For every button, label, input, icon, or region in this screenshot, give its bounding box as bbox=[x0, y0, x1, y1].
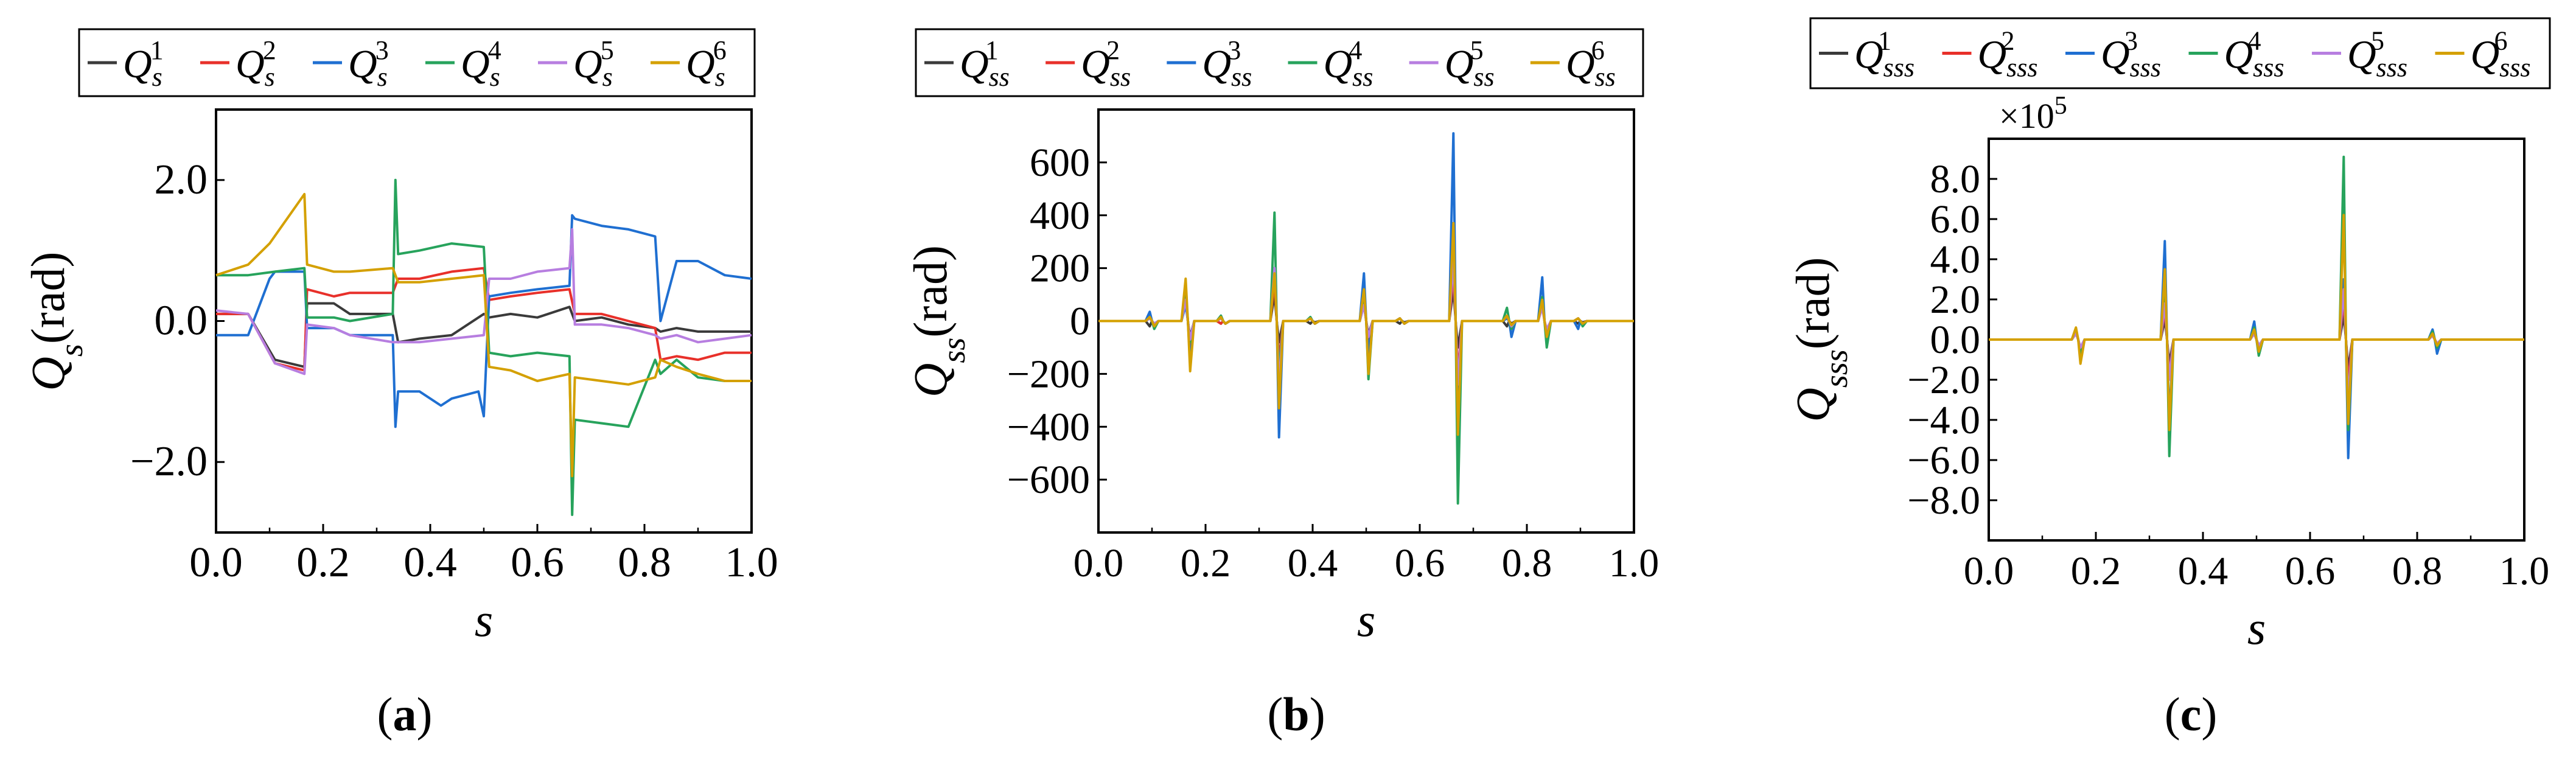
panel-a-legend-box bbox=[78, 28, 756, 97]
panel-c-xtick-label: 0.8 bbox=[2392, 549, 2443, 593]
legend-label-q1: Qs1 bbox=[123, 35, 164, 92]
panel-a-xlabel: s bbox=[475, 593, 493, 646]
panel-b-legend-box bbox=[915, 28, 1644, 97]
panel-a-ytick-label: 2.0 bbox=[155, 156, 208, 203]
panel-a-ytick-label: 0.0 bbox=[155, 298, 208, 344]
panel-b-ytick-label: 600 bbox=[1030, 141, 1090, 185]
panel-b-xlabel: s bbox=[1357, 593, 1375, 646]
panel-b-ytick-label: 200 bbox=[1030, 246, 1090, 291]
panel-a-legend: Qs1 Qs2 Qs3 Qs4 Qs5 Qs6 bbox=[88, 35, 727, 92]
legend-label-q5: Qsss5 bbox=[2347, 26, 2407, 83]
panel-c-ytick-label: 8.0 bbox=[1930, 157, 1981, 201]
legend-label-q4: Qss4 bbox=[1324, 35, 1374, 92]
panel-b-ytick-label: 0 bbox=[1070, 299, 1090, 344]
series-line-q6 bbox=[1098, 222, 1634, 436]
series-line-q3 bbox=[1989, 240, 2524, 459]
legend-label-q2: Qs2 bbox=[236, 35, 276, 92]
series-line-q4 bbox=[216, 178, 752, 516]
panel-a-xtick-label: 0.2 bbox=[296, 539, 350, 586]
legend-label-q5: Qss5 bbox=[1445, 35, 1495, 92]
panel-a-ylabel: Qs(rad) bbox=[21, 252, 89, 391]
panel-b-caption: (b) bbox=[1267, 688, 1325, 741]
legend-label-q1: Qsss1 bbox=[1854, 26, 1915, 83]
series-line-q6 bbox=[215, 193, 752, 478]
series-line-q3 bbox=[1098, 132, 1634, 439]
panel-a-xtick-label: 0.4 bbox=[403, 539, 457, 586]
panel-c-ytick-label: 0.0 bbox=[1930, 318, 1981, 362]
panel-a-ytick-label: −2.0 bbox=[130, 438, 208, 485]
panel-b-ylabel: Qss(rad) bbox=[904, 245, 972, 397]
panel-a-xtick-label: 0.6 bbox=[511, 539, 564, 586]
panel-b-xtick-label: 0.0 bbox=[1073, 541, 1124, 585]
panel-c-ytick-label: −2.0 bbox=[1907, 358, 1980, 402]
panel-a-xtick-label: 1.0 bbox=[725, 539, 778, 586]
panel-c-xlabel: s bbox=[2247, 601, 2266, 654]
legend-label-q3: Qs3 bbox=[348, 35, 389, 92]
panel-c-legend: Qsss1 Qsss2 Qsss3 Qsss4 Qsss5 Qsss6 bbox=[1819, 26, 2531, 83]
legend-label-q4: Qs4 bbox=[461, 35, 501, 92]
legend-label-q2: Qsss2 bbox=[1978, 26, 2038, 83]
panel-a: Qs1 Qs2 Qs3 Qs4 Qs5 Qs6 0.0 0.2 0.4 0.6 0.8 1.0 −2.… bbox=[21, 28, 778, 741]
panel-c-xtick-label: 0.2 bbox=[2071, 549, 2121, 593]
panel-c-legend-box bbox=[1809, 17, 2551, 89]
panel-c-ytick-label: 6.0 bbox=[1930, 197, 1981, 242]
legend-label-q3: Qsss3 bbox=[2101, 26, 2161, 83]
panel-a-caption: (a) bbox=[377, 688, 433, 741]
panel-a-plot-frame bbox=[215, 108, 753, 534]
legend-label-q6: Qss6 bbox=[1566, 35, 1616, 92]
panel-b-xtick-label: 0.4 bbox=[1288, 541, 1338, 585]
panel-b-ytick-label: −600 bbox=[1007, 458, 1090, 502]
panel-b-series bbox=[1098, 132, 1634, 505]
panel-c-ytick-label: −8.0 bbox=[1907, 478, 1980, 523]
panel-a-xtick-label: 0.8 bbox=[618, 539, 671, 586]
panel-b-xtick-label: 0.2 bbox=[1181, 541, 1231, 585]
panel-b-legend: Qss1 Qss2 Qss3 Qss4 Qss5 Qss6 bbox=[924, 35, 1616, 92]
legend-label-q6: Qsss6 bbox=[2471, 26, 2531, 83]
legend-label-q3: Qss3 bbox=[1202, 35, 1252, 92]
series-line-q4 bbox=[1989, 155, 2524, 458]
panel-c-ticks: 0.0 0.2 0.4 0.6 0.8 1.0−8.0−6.0−4.0−2.00.02.0… bbox=[1907, 157, 2549, 593]
panel-c-y-multiplier: ×105 bbox=[1999, 92, 2067, 136]
panel-c-ytick-label: −6.0 bbox=[1907, 438, 1980, 483]
legend-label-q2: Qss2 bbox=[1081, 35, 1131, 92]
legend-label-q6: Qs6 bbox=[686, 35, 727, 92]
panel-b-ticks: 0.0 0.2 0.4 0.6 0.8 1.0 −600 −400 −200 0 200 400 600 bbox=[1007, 141, 1659, 585]
panel-b-xtick-label: 0.6 bbox=[1395, 541, 1445, 585]
panel-c-xtick-label: 1.0 bbox=[2499, 549, 2550, 593]
panel-c-ytick-label: 4.0 bbox=[1930, 237, 1981, 282]
panel-c-series bbox=[1989, 155, 2524, 459]
legend-label-q4: Qsss4 bbox=[2224, 26, 2285, 83]
legend-label-q5: Qs5 bbox=[573, 35, 614, 92]
panel-a-series bbox=[215, 178, 752, 516]
panel-b-ytick-label: −400 bbox=[1007, 405, 1090, 449]
panel-c: Qsss1 Qsss2 Qsss3 Qsss4 Qsss5 Qsss6 ×105 0.0 0… bbox=[1786, 17, 2551, 741]
series-line-q5 bbox=[215, 228, 752, 375]
panel-b-ytick-label: 400 bbox=[1030, 194, 1090, 238]
panel-c-ytick-label: −4.0 bbox=[1907, 398, 1980, 442]
panel-b: Qss1 Qss2 Qss3 Qss4 Qss5 Qss6 0.0 0.2 0.4 0.6 0.8… bbox=[904, 28, 1659, 741]
panel-b-xtick-label: 0.8 bbox=[1502, 541, 1552, 585]
panel-c-xtick-label: 0.4 bbox=[2178, 549, 2229, 593]
panel-b-ytick-label: −200 bbox=[1007, 352, 1090, 396]
panel-b-xtick-label: 1.0 bbox=[1609, 541, 1660, 585]
panel-c-ylabel: Qsss(rad) bbox=[1786, 257, 1854, 422]
series-line-q4 bbox=[1098, 211, 1634, 505]
panel-c-caption: (c) bbox=[2165, 688, 2218, 741]
legend-label-q1: Qss1 bbox=[960, 35, 1010, 92]
panel-a-xtick-label: 0.0 bbox=[189, 539, 243, 586]
series-line-q3 bbox=[216, 214, 752, 428]
panel-c-xtick-label: 0.6 bbox=[2285, 549, 2336, 593]
panel-c-ytick-label: 2.0 bbox=[1930, 278, 1981, 322]
panel-c-xtick-label: 0.0 bbox=[1964, 549, 2014, 593]
series-line-q6 bbox=[1989, 214, 2524, 431]
panel-a-ticks: 0.0 0.2 0.4 0.6 0.8 1.0 −2.0 0.0 2.0 bbox=[130, 156, 778, 586]
